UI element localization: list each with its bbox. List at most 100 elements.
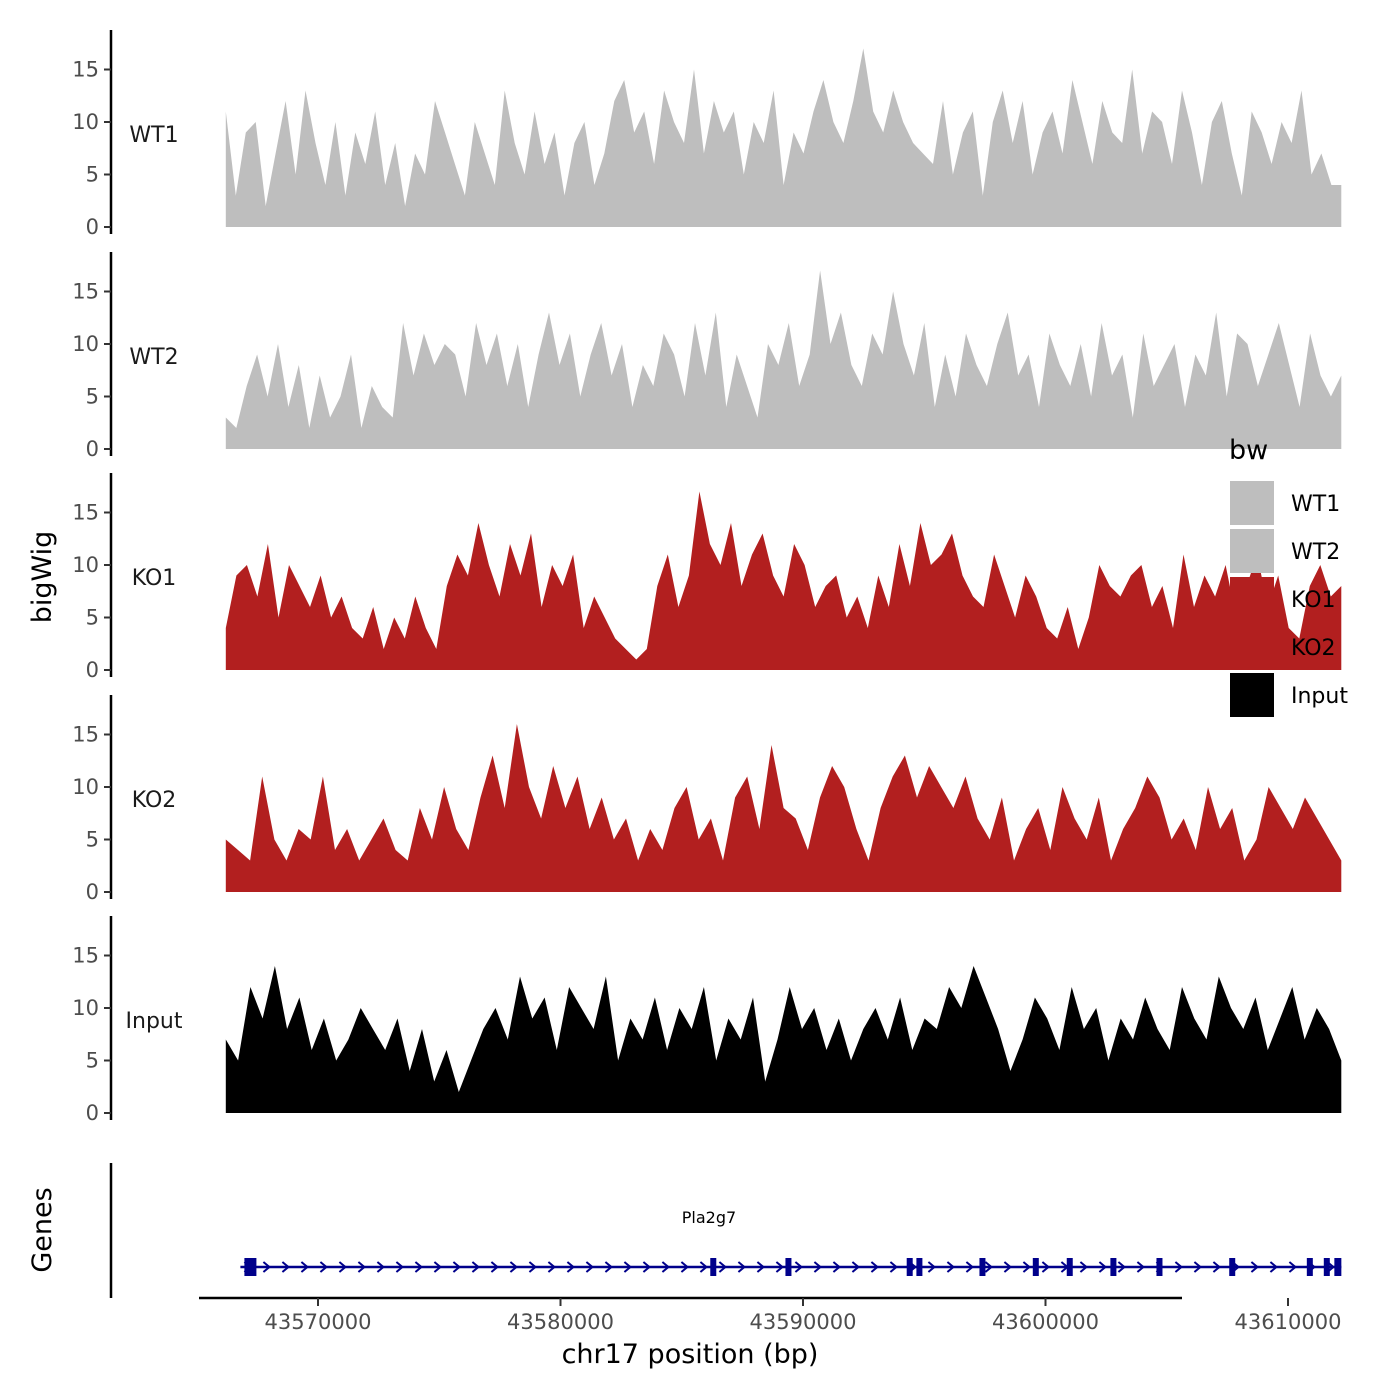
area-ko1 <box>225 491 1342 670</box>
y-tick-label: 0 <box>86 880 99 904</box>
legend-swatch-wt1 <box>1230 481 1274 525</box>
x-axis: 43570000 43580000 43590000 43600000 43610000 <box>199 1296 1342 1334</box>
track-wt2: 0 5 10 15 <box>72 252 1342 461</box>
gene-axis-title: Genes <box>27 1187 58 1272</box>
track-label-wt1: WT1 <box>129 123 178 148</box>
y-tick-label: 15 <box>72 944 99 968</box>
strand-arrow <box>566 1261 575 1273</box>
y-tick-label: 0 <box>86 437 99 461</box>
strand-arrow <box>775 1261 784 1273</box>
strand-arrow <box>395 1261 404 1273</box>
strand-arrow <box>414 1261 423 1273</box>
strand-arrow <box>1136 1261 1145 1273</box>
legend-label-ko1: KO1 <box>1291 588 1336 613</box>
y-tick-label: 10 <box>72 996 99 1020</box>
strand-arrow <box>737 1261 746 1273</box>
x-tick-label: 43590000 <box>750 1310 857 1334</box>
strand-arrow <box>1117 1261 1126 1273</box>
strand-arrow <box>1250 1261 1259 1273</box>
strand-arrow <box>642 1261 651 1273</box>
track-label-input: Input <box>126 1009 183 1034</box>
gene-exon <box>1156 1258 1163 1276</box>
strand-arrow <box>832 1261 841 1273</box>
x-tick-label: 43610000 <box>1235 1310 1342 1334</box>
gene-exon <box>710 1258 717 1276</box>
strand-arrow <box>813 1261 822 1273</box>
strand-arrow <box>699 1261 708 1273</box>
gene-exon <box>916 1258 923 1276</box>
area-wt1 <box>225 48 1342 227</box>
gene-exon <box>1306 1258 1313 1276</box>
strand-arrow <box>452 1261 461 1273</box>
strand-arrow <box>984 1261 993 1273</box>
gene-exon <box>1066 1258 1073 1276</box>
y-tick-label: 5 <box>86 163 99 187</box>
legend-swatch-input <box>1230 673 1274 717</box>
strand-arrow <box>718 1261 727 1273</box>
strand-arrow <box>376 1261 385 1273</box>
track-wt1: 0 5 10 15 <box>72 30 1342 239</box>
strand-arrow <box>851 1261 860 1273</box>
strand-arrow <box>661 1261 670 1273</box>
legend-label-wt1: WT1 <box>1291 492 1340 517</box>
strand-arrow <box>1079 1261 1088 1273</box>
legend-label-wt2: WT2 <box>1291 540 1340 565</box>
y-tick-label: 15 <box>72 723 99 747</box>
strand-arrow <box>1022 1261 1031 1273</box>
strand-arrow <box>338 1261 347 1273</box>
strand-arrow <box>262 1261 271 1273</box>
gene-exon <box>1323 1258 1330 1276</box>
gene-exon <box>785 1258 792 1276</box>
strand-arrow <box>756 1261 765 1273</box>
gene-exon <box>1334 1258 1342 1276</box>
strand-arrow <box>433 1261 442 1273</box>
y-tick-label: 5 <box>86 385 99 409</box>
strand-arrow <box>1212 1261 1221 1273</box>
track-label-ko2: KO2 <box>132 788 177 813</box>
legend-label-ko2: KO2 <box>1291 636 1336 661</box>
gene-exon <box>244 1258 257 1276</box>
strand-arrow <box>490 1261 499 1273</box>
strand-arrow <box>889 1261 898 1273</box>
y-tick-label: 5 <box>86 1049 99 1073</box>
y-axis-title: bigWig <box>27 531 58 624</box>
gene-exon <box>1032 1258 1039 1276</box>
x-tick-label: 43600000 <box>992 1310 1099 1334</box>
y-tick-label: 5 <box>86 828 99 852</box>
strand-arrow <box>1003 1261 1012 1273</box>
strand-arrow <box>319 1261 328 1273</box>
y-tick-label: 10 <box>72 110 99 134</box>
strand-arrow <box>547 1261 556 1273</box>
y-tick-label: 10 <box>72 332 99 356</box>
strand-arrow <box>357 1261 366 1273</box>
track-ko2: 0 5 10 15 <box>72 695 1342 904</box>
track-ko1: 0 5 10 15 <box>72 473 1342 682</box>
area-wt2 <box>225 270 1342 449</box>
strand-arrow <box>927 1261 936 1273</box>
y-tick-label: 0 <box>86 1101 99 1125</box>
strand-arrow <box>1174 1261 1183 1273</box>
strand-arrow <box>1041 1261 1050 1273</box>
legend-title: bw <box>1229 435 1268 466</box>
strand-arrow <box>528 1261 537 1273</box>
strand-arrow <box>794 1261 803 1273</box>
x-axis-title: chr17 position (bp) <box>562 1339 819 1370</box>
area-input <box>225 966 1342 1113</box>
y-tick-label: 15 <box>72 280 99 304</box>
legend: bw WT1 WT2 KO1 KO2 Input <box>1229 435 1348 717</box>
strand-arrow <box>604 1261 613 1273</box>
gene-track: Genes Pla2g7 <box>27 1163 1342 1298</box>
y-tick-label: 0 <box>86 215 99 239</box>
strand-arrow <box>870 1261 879 1273</box>
y-tick-label: 0 <box>86 658 99 682</box>
strand-arrow <box>1098 1261 1107 1273</box>
y-tick-label: 15 <box>72 58 99 82</box>
coverage-tracks: 0 5 10 15 0 5 10 15 0 5 10 15 0 5 10 15 0 5 10 15 <box>72 30 1342 1125</box>
legend-swatch-ko1 <box>1230 577 1274 621</box>
y-tick-label: 10 <box>72 775 99 799</box>
strand-arrow <box>585 1261 594 1273</box>
y-tick-label: 10 <box>72 553 99 577</box>
strand-arrow <box>471 1261 480 1273</box>
track-input: 0 5 10 15 <box>72 916 1342 1125</box>
